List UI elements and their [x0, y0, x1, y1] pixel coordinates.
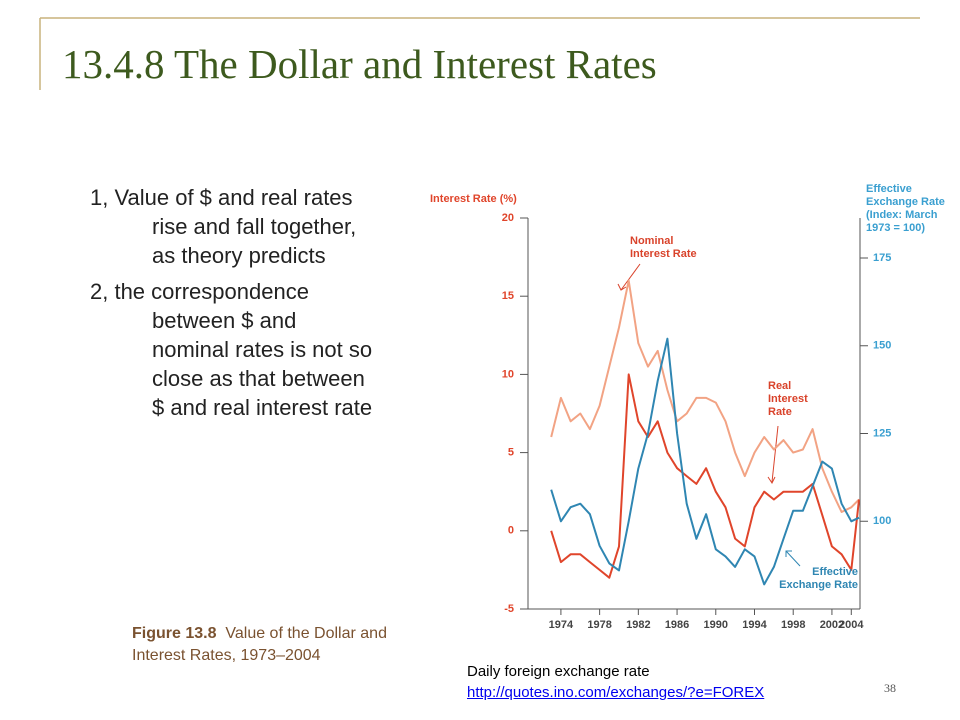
y-tick-label: 20	[502, 212, 514, 224]
arrow-blue	[785, 550, 801, 567]
caption-text: Value of the Dollar and Interest Rates, …	[132, 625, 387, 664]
series-label: Effective Exchange Rate	[779, 566, 858, 591]
bullet: 1, Value of $ and real rates rise and fa…	[90, 185, 357, 268]
caption: Figure 13.8 Value of the Dollar and Inte…	[132, 623, 437, 667]
series-line	[550, 337, 860, 586]
x-tick-label: 1994	[742, 619, 767, 631]
bullet: 2, the correspondence between $ and nomi…	[90, 279, 373, 420]
y2-axis-title: Effective Exchange Rate (Index: March 19…	[866, 183, 945, 234]
y-tick-label: -5	[504, 603, 514, 615]
y2-tick-label: 175	[873, 252, 891, 264]
y-tick-label: 0	[508, 525, 514, 537]
x-tick-label: 1998	[781, 619, 805, 631]
y2-tick-label: 150	[873, 340, 891, 352]
y-tick-label: 5	[508, 447, 514, 459]
caption-label: Figure 13.8	[132, 625, 217, 642]
series-label: Real Interest Rate	[768, 380, 808, 418]
y-axis-title: Interest Rate (%)	[430, 193, 517, 205]
link[interactable]: http://quotes.ino.com/exchanges/?e=FOREX	[467, 684, 765, 701]
x-tick-label: 1978	[587, 619, 611, 631]
x-tick-label: 1974	[549, 619, 574, 631]
y2-tick-label: 125	[873, 427, 891, 439]
page-number: 38	[884, 681, 896, 695]
x-tick-label: 1982	[626, 619, 650, 631]
arrows	[617, 263, 779, 484]
x-tick-label: 1990	[704, 619, 728, 631]
series-label: Nominal Interest Rate	[630, 235, 697, 260]
series-line	[550, 373, 860, 579]
bullet-list: 1, Value of $ and real rates rise and fa…	[90, 183, 375, 429]
x-tick-label: 2004	[839, 619, 864, 631]
title: 13.4.8 The Dollar and Interest Rates	[62, 41, 657, 87]
x-tick-label: 2002	[820, 619, 844, 631]
y2-tick-label: 100	[873, 515, 891, 527]
y-tick-label: 10	[502, 368, 514, 380]
y-tick-label: 15	[502, 290, 514, 302]
x-tick-label: 1986	[665, 619, 689, 631]
series-line	[550, 279, 860, 513]
note: Daily foreign exchange rate	[467, 663, 650, 680]
